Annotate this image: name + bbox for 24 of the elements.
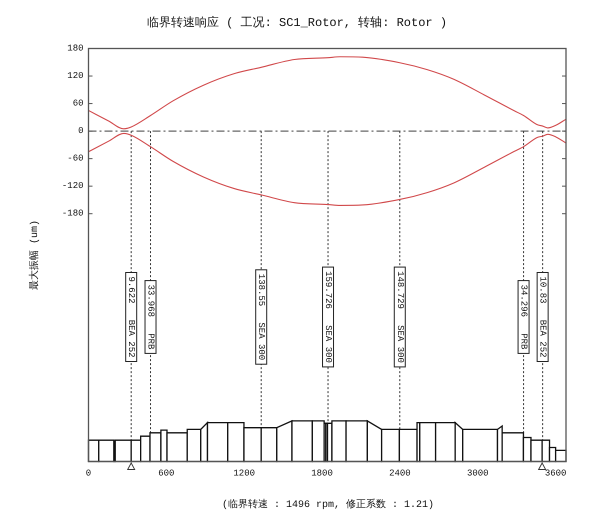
ref-line-label: 33.968 PRB — [146, 284, 156, 350]
annotation: (临界转速 : 1496 rpm, 修正系数 : 1.21) — [222, 500, 434, 511]
y-tick-label: 120 — [67, 71, 84, 82]
title: 临界转速响应 ( 工况: SC1_Rotor, 转轴: Rotor ) — [146, 16, 448, 30]
ref-line-label: 9.622 BEA 252 — [126, 276, 136, 358]
ref-line-label: 148.729 SEA 300 — [394, 271, 405, 363]
x-tick-label: 2400 — [389, 468, 411, 478]
x-tick-label: 3000 — [466, 468, 489, 478]
x-tick-label: 1800 — [311, 468, 333, 478]
y-tick-label: -60 — [67, 154, 84, 164]
y-tick-label: 180 — [67, 44, 84, 54]
y-tick-label: -120 — [62, 181, 84, 192]
x-tick-label: 600 — [158, 468, 174, 478]
x-tick-label: 3600 — [544, 468, 566, 478]
ref-line-label: 138.55 SEA 300 — [256, 274, 266, 360]
ref-line-label: 159.726 SEA 300 — [323, 271, 334, 363]
y-tick-label: -180 — [62, 208, 84, 219]
x-tick-label: 0 — [86, 468, 92, 478]
y-tick-label: 60 — [72, 98, 84, 109]
ylabel: 最大振幅 (um) — [30, 220, 41, 290]
x-tick-label: 1200 — [233, 468, 255, 478]
ref-line-label: 10.83 BEA 252 — [538, 276, 548, 358]
ref-line-label: 34.296 PRB — [518, 284, 529, 350]
y-tick-label: 0 — [78, 126, 84, 136]
